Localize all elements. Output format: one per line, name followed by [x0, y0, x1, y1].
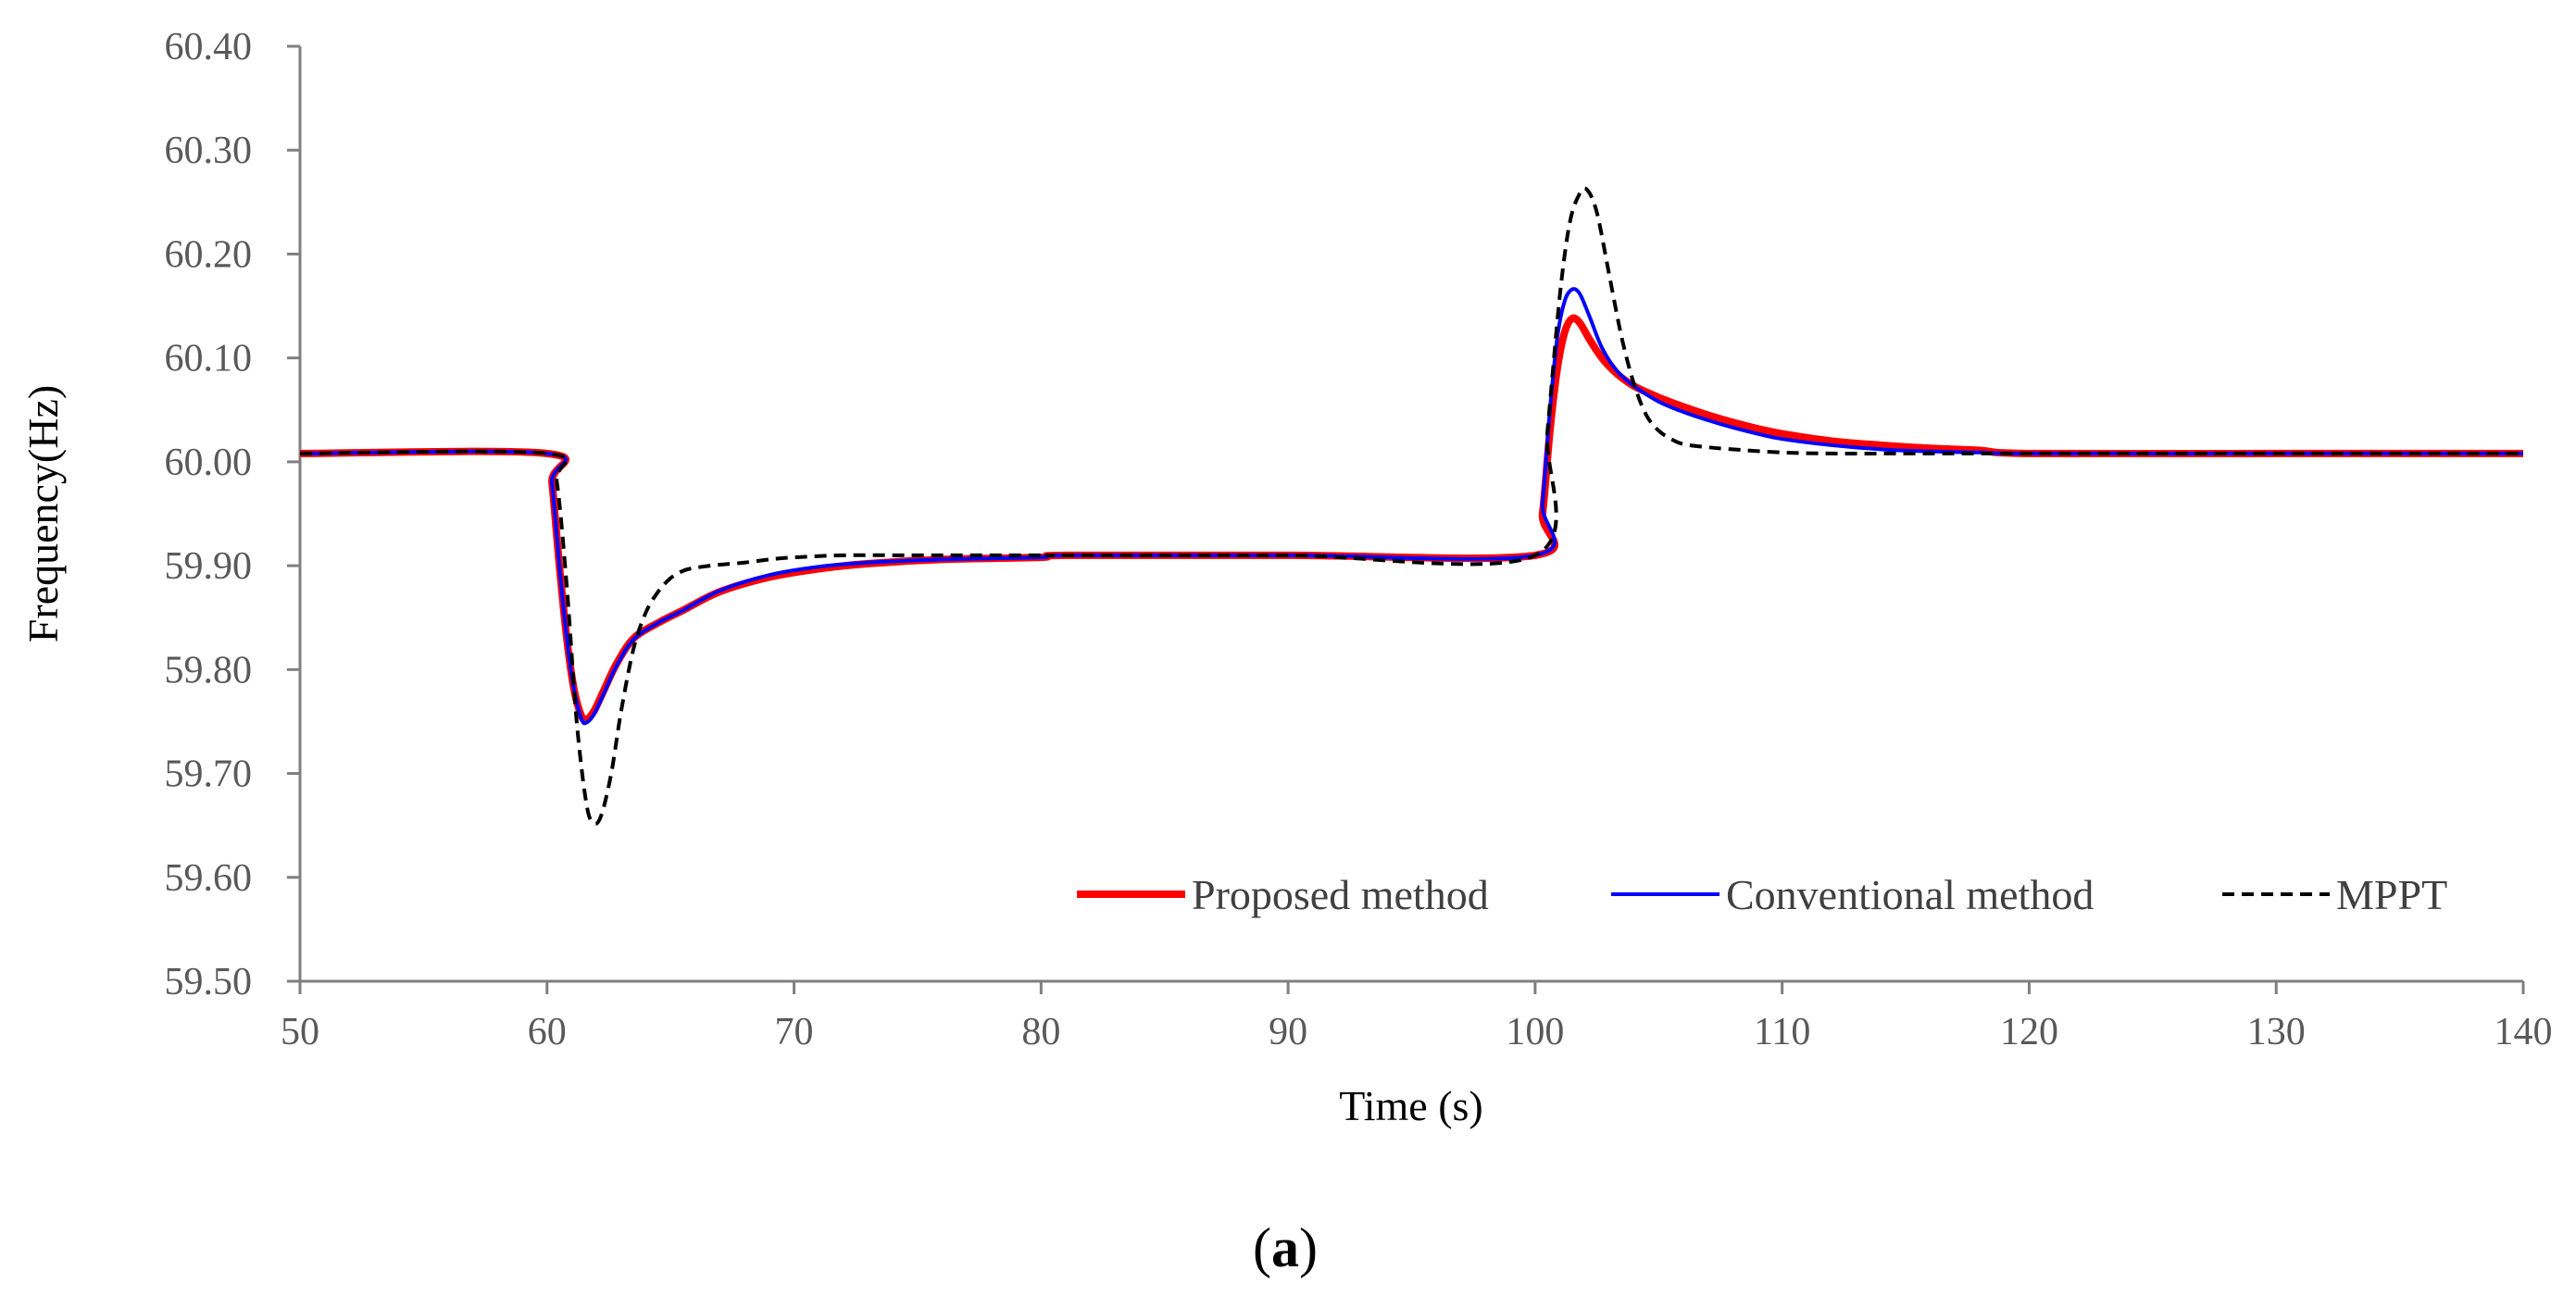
x-tick-label: 70: [775, 1011, 814, 1053]
x-tick-label: 140: [2495, 1011, 2553, 1053]
y-tick-label: 60.30: [165, 130, 253, 172]
y-tick-label: 60.40: [165, 26, 253, 69]
x-axis-title: Time (s): [1339, 1082, 1483, 1129]
legend-label-mppt: MPPT: [2336, 871, 2447, 918]
legend: Proposed method Conventional method MPPT: [1077, 871, 2447, 918]
y-tick-label: 59.90: [165, 545, 253, 588]
x-tick-label: 80: [1021, 1011, 1060, 1053]
x-axis-ticks: 50 60 70 80 90 100 110 120 130 140: [281, 981, 2553, 1053]
y-tick-label: 59.60: [165, 857, 253, 900]
y-tick-label: 59.50: [165, 961, 253, 1003]
x-tick-label: 120: [2000, 1011, 2058, 1053]
y-tick-label: 59.80: [165, 649, 253, 691]
x-tick-label: 110: [1754, 1011, 1810, 1053]
y-axis-title: Frequency(Hz): [19, 385, 67, 642]
panel-label-letter: a: [1271, 1217, 1299, 1278]
series-line-proposed-method: [299, 314, 2523, 724]
y-tick-label: 59.70: [165, 754, 253, 796]
y-tick-label: 60.00: [165, 442, 253, 484]
x-tick-label: 100: [1506, 1011, 1564, 1053]
series-line-mppt: [299, 186, 2523, 826]
series-lines: [299, 186, 2523, 826]
series-line-conventional-method: [299, 287, 2523, 726]
legend-label-proposed-method: Proposed method: [1192, 871, 1489, 918]
y-axis-ticks: 59.50 59.60 59.70 59.80 59.90 60.00 60.10 60.20…: [165, 26, 300, 1003]
x-tick-label: 130: [2247, 1011, 2306, 1053]
x-tick-label: 50: [281, 1011, 319, 1053]
panel-label-open-paren: (: [1253, 1217, 1271, 1278]
legend-label-conventional-method: Conventional method: [1726, 871, 2094, 918]
panel-label: (a): [1253, 1217, 1318, 1278]
panel-label-close-paren: ): [1299, 1217, 1318, 1278]
x-tick-label: 60: [528, 1011, 567, 1053]
y-tick-label: 60.10: [165, 338, 253, 380]
x-tick-label: 90: [1269, 1011, 1307, 1053]
y-tick-label: 60.20: [165, 233, 253, 276]
